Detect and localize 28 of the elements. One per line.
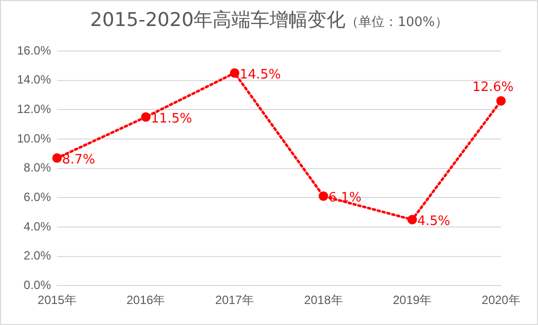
data-label: 11.5%	[150, 111, 192, 126]
data-label: 4.5%	[417, 214, 450, 229]
y-tick-label: 6.0%	[24, 190, 52, 204]
data-label: 8.7%	[62, 152, 96, 168]
data-label: 12.6%	[472, 80, 514, 96]
x-tick-label: 2019年	[392, 293, 432, 308]
y-tick-label: 16.0%	[16, 43, 52, 58]
y-tick-label: 0.0%	[24, 278, 52, 292]
point	[407, 214, 417, 224]
y-tick-label: 8.0%	[24, 160, 52, 175]
x-tick-label: 2017年	[215, 293, 254, 308]
y-tick-label: 14.0%	[16, 72, 52, 87]
point	[318, 191, 328, 201]
y-tick-label: 10.0%	[16, 131, 52, 146]
point	[496, 96, 506, 106]
point	[230, 68, 240, 78]
point	[141, 112, 151, 122]
x-tick-label: 2020年	[482, 293, 520, 308]
x-tick-label: 2018年	[304, 293, 343, 308]
point	[52, 153, 62, 163]
y-tick-label: 4.0%	[24, 219, 52, 234]
x-tick-label: 2015年	[38, 293, 76, 308]
x-tick-label: 2016年	[126, 293, 166, 308]
chart-title: 2015-2020年高端车增幅变化	[90, 9, 346, 31]
data-label: 14.5%	[240, 67, 281, 82]
chart-subtitle: （单位：100%）	[346, 15, 448, 30]
y-tick-label: 12.0%	[16, 102, 52, 116]
y-tick-label: 2.0%	[24, 248, 52, 263]
